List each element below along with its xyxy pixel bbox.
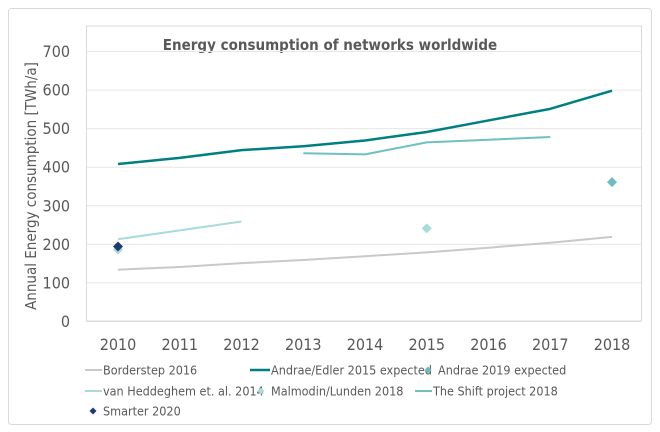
y-tick-label: 0 xyxy=(61,312,70,331)
legend-swatch-diamond xyxy=(89,407,97,415)
y-tick-label: 600 xyxy=(43,81,70,100)
legend-label: Malmodin/Lunden 2018 xyxy=(271,384,403,399)
x-tick-label: 2015 xyxy=(408,335,445,354)
series-line-van-heddeghem-et-al-2014 xyxy=(117,220,242,241)
chart-title: Energy consumption of networks worldwide xyxy=(163,36,497,54)
y-tick-label: 200 xyxy=(43,235,70,254)
x-tick-label: 2012 xyxy=(223,335,260,354)
y-axis-label: Annual Energy consumption [TWh/a] xyxy=(22,62,40,310)
series-line-the-shift-project-2018 xyxy=(303,136,551,156)
legend-swatch-diamond xyxy=(424,366,432,374)
data-point-smarter-2020 xyxy=(113,241,123,252)
y-tick-label: 300 xyxy=(43,196,70,215)
series-line-andrae-edler-2015-expected xyxy=(117,89,613,166)
x-tick-label: 2014 xyxy=(347,335,384,354)
y-tick-label: 500 xyxy=(43,119,70,138)
legend-label: van Heddeghem et. al. 2014 xyxy=(103,384,264,399)
y-tick-label: 400 xyxy=(43,158,70,177)
data-point-malmodin-lunden-2018 xyxy=(421,223,432,234)
plot-area-border xyxy=(86,25,642,322)
x-tick-label: 2011 xyxy=(161,335,198,354)
x-tick-label: 2016 xyxy=(470,335,507,354)
legend-label: Andrae/Edler 2015 expected xyxy=(271,363,432,378)
series-line-borderstep-2016 xyxy=(117,235,613,271)
legend-label: Borderstep 2016 xyxy=(103,363,197,378)
data-point-andrae-2019-expected xyxy=(607,177,617,188)
x-tick-label: 2017 xyxy=(532,335,569,354)
legend-label: Smarter 2020 xyxy=(103,404,181,419)
y-tick-label: 700 xyxy=(43,42,70,61)
legend-swatch-diamond xyxy=(257,387,265,395)
x-tick-label: 2013 xyxy=(285,335,322,354)
x-tick-label: 2010 xyxy=(100,335,137,354)
x-tick-label: 2018 xyxy=(594,335,631,354)
legend-label: Andrae 2019 expected xyxy=(438,363,566,378)
legend-label: The Shift project 2018 xyxy=(432,384,558,399)
y-tick-label: 100 xyxy=(43,273,70,292)
